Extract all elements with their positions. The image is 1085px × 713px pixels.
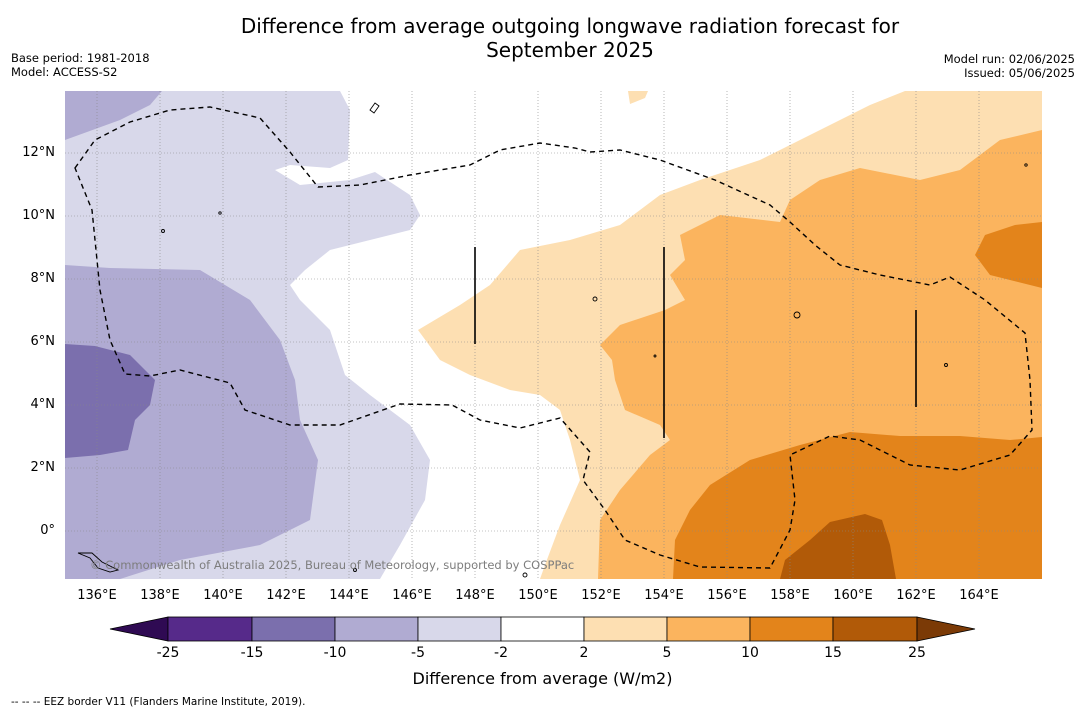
colorbar-seg-1 [167, 616, 253, 642]
map-fill [65, 91, 1042, 579]
gridlines [65, 91, 1042, 579]
title-line-2: September 2025 [486, 38, 654, 62]
model-name: Model: ACCESS-S2 [11, 65, 118, 79]
base-period: Base period: 1981-2018 [11, 51, 150, 65]
lon-label-136e: 136°E [77, 588, 117, 603]
colorbar-seg-5 [500, 616, 585, 642]
lat-label-4n: 4°N [30, 397, 56, 412]
marker-lines [474, 247, 917, 438]
region-mid-purple-west [65, 265, 318, 579]
region-orange-south [673, 432, 1042, 579]
colorbar-seg-9 [832, 616, 918, 642]
colorbar [109, 616, 976, 642]
lat-label-10n: 10°N [22, 208, 55, 223]
cb-tick-minus15: -15 [240, 645, 264, 661]
region-dark-orange [780, 514, 896, 579]
meta-right: Model run: 02/06/2025 Issued: 05/06/2025 [944, 52, 1075, 80]
lon-label-164e: 164°E [959, 588, 999, 603]
lon-label-158e: 158°E [770, 588, 810, 603]
lon-label-138e: 138°E [140, 588, 180, 603]
islands [77, 102, 1028, 578]
colorbar-seg-4 [417, 616, 502, 642]
region-light-orange-top [628, 91, 648, 104]
lat-label-6n: 6°N [30, 334, 56, 349]
region-mid-purple-corner [65, 91, 162, 140]
lat-label-12n: 12°N [22, 145, 55, 160]
lat-label-8n: 8°N [30, 271, 56, 286]
colorbar-seg-6 [583, 616, 668, 642]
lon-label-156e: 156°E [707, 588, 747, 603]
colorbar-seg-3 [334, 616, 419, 642]
cb-tick-25: 25 [908, 645, 926, 661]
lon-label-160e: 160°E [833, 588, 873, 603]
chart-title: Difference from average outgoing longwav… [200, 14, 940, 62]
cb-tick-10: 10 [741, 645, 759, 661]
eez-border [74, 106, 1033, 569]
colorbar-seg-2 [251, 616, 336, 642]
lon-label-148e: 148°E [455, 588, 495, 603]
title-line-1: Difference from average outgoing longwav… [240, 14, 900, 38]
issued-date: Issued: 05/06/2025 [964, 66, 1075, 80]
cb-tick-2: 2 [579, 645, 589, 661]
lon-label-142e: 142°E [266, 588, 306, 603]
colorbar-seg-7 [666, 616, 751, 642]
model-run: Model run: 02/06/2025 [943, 52, 1075, 66]
lat-label-0: 0° [40, 523, 55, 538]
region-orange-east [975, 222, 1042, 288]
cb-tick-minus10: -10 [323, 645, 347, 661]
cb-tick-15: 15 [824, 645, 842, 661]
lon-label-152e: 152°E [581, 588, 621, 603]
colorbar-title: Difference from average (W/m2) [412, 669, 673, 688]
lon-label-140e: 140°E [203, 588, 243, 603]
lon-label-144e: 144°E [329, 588, 369, 603]
lat-label-2n: 2°N [30, 460, 56, 475]
cb-tick-minus2: -2 [494, 645, 508, 661]
region-dark-purple [65, 344, 155, 458]
lon-label-146e: 146°E [392, 588, 432, 603]
copyright-notice: © Commonwealth of Australia 2025, Bureau… [90, 558, 575, 572]
lon-label-162e: 162°E [896, 588, 936, 603]
colorbar-under-arrow [109, 616, 169, 642]
footer-legend: -- -- -- EEZ border V11 (Flanders Marine… [11, 696, 306, 708]
cb-tick-minus25: -25 [156, 645, 180, 661]
cb-tick-5: 5 [662, 645, 672, 661]
meta-left: Base period: 1981-2018 Model: ACCESS-S2 [11, 51, 150, 79]
colorbar-over-arrow [916, 616, 976, 642]
colorbar-seg-8 [749, 616, 834, 642]
lon-label-154e: 154°E [644, 588, 684, 603]
cb-tick-minus5: -5 [411, 645, 425, 661]
lon-label-150e: 150°E [518, 588, 558, 603]
